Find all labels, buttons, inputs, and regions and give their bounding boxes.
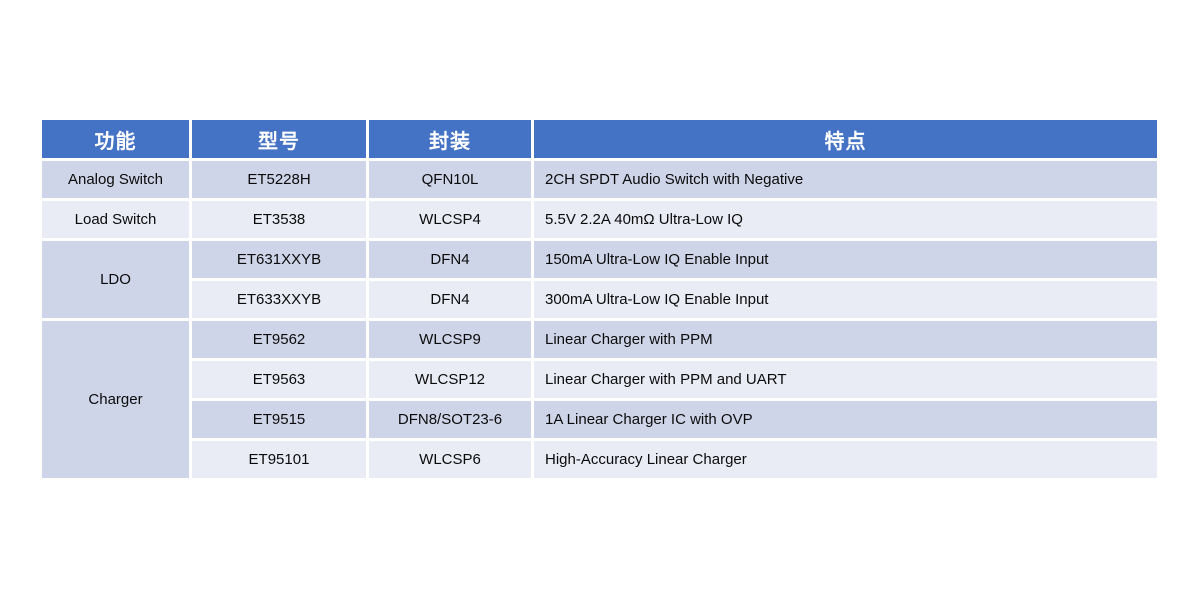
feature-cell: Linear Charger with PPM xyxy=(534,321,1157,358)
header-model: 型号 xyxy=(192,120,366,158)
feature-cell: High-Accuracy Linear Charger xyxy=(534,441,1157,478)
feature-cell: 300mA Ultra-Low IQ Enable Input xyxy=(534,281,1157,318)
model-cell: ET631XXYB xyxy=(192,241,366,278)
package-cell: WLCSP4 xyxy=(369,201,531,238)
package-cell: DFN4 xyxy=(369,281,531,318)
model-cell: ET9562 xyxy=(192,321,366,358)
package-cell: DFN4 xyxy=(369,241,531,278)
model-cell: ET3538 xyxy=(192,201,366,238)
feature-cell: 5.5V 2.2A 40mΩ Ultra-Low IQ xyxy=(534,201,1157,238)
header-function: 功能 xyxy=(42,120,189,158)
feature-cell: 2CH SPDT Audio Switch with Negative xyxy=(534,161,1157,198)
model-cell: ET95101 xyxy=(192,441,366,478)
header-features: 特点 xyxy=(534,120,1157,158)
model-cell: ET5228H xyxy=(192,161,366,198)
package-cell: WLCSP6 xyxy=(369,441,531,478)
feature-cell: Linear Charger with PPM and UART xyxy=(534,361,1157,398)
header-package: 封装 xyxy=(369,120,531,158)
function-cell: Load Switch xyxy=(42,201,189,238)
package-cell: QFN10L xyxy=(369,161,531,198)
product-selection-table: 功能 型号 封装 特点 Analog Switch ET5228H QFN10L… xyxy=(42,120,1157,478)
function-cell: Analog Switch xyxy=(42,161,189,198)
package-cell: WLCSP12 xyxy=(369,361,531,398)
function-cell-merged: Charger xyxy=(42,321,189,478)
model-cell: ET9563 xyxy=(192,361,366,398)
feature-cell: 150mA Ultra-Low IQ Enable Input xyxy=(534,241,1157,278)
feature-cell: 1A Linear Charger IC with OVP xyxy=(534,401,1157,438)
model-cell: ET9515 xyxy=(192,401,366,438)
package-cell: DFN8/SOT23-6 xyxy=(369,401,531,438)
model-cell: ET633XXYB xyxy=(192,281,366,318)
function-cell-merged: LDO xyxy=(42,241,189,318)
package-cell: WLCSP9 xyxy=(369,321,531,358)
